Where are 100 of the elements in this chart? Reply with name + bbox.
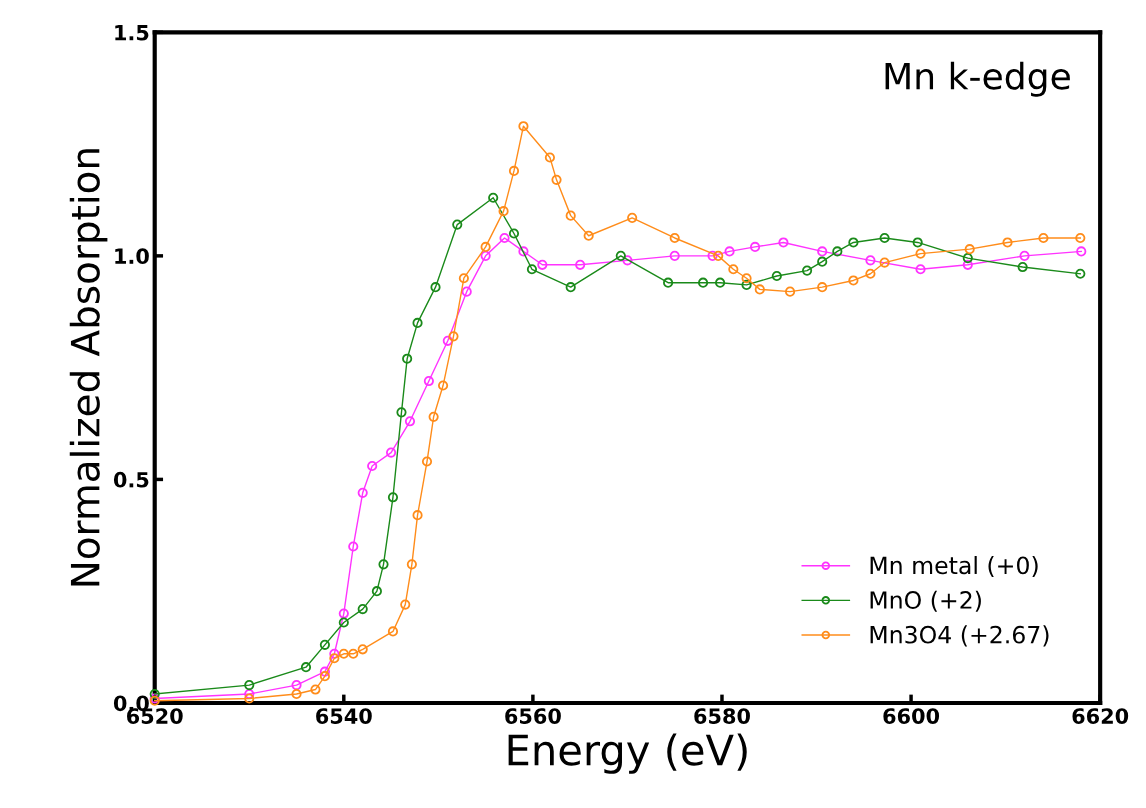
point [421, 456, 433, 467]
point [962, 253, 973, 264]
point [915, 248, 926, 259]
point [669, 250, 680, 261]
x-tick-label: 6560 [505, 708, 561, 724]
point [480, 241, 491, 252]
point [801, 265, 813, 276]
point [817, 256, 828, 267]
y-axis-title: Normalized Absorption [69, 149, 108, 586]
x-tick-label: 6600 [883, 708, 940, 724]
point [1075, 232, 1086, 244]
point [508, 228, 520, 239]
y-tick-label: 0.5 [113, 471, 149, 488]
point [357, 487, 368, 498]
point [458, 273, 469, 284]
point [697, 277, 709, 288]
point [1019, 250, 1030, 261]
point [412, 510, 423, 521]
point [348, 541, 359, 552]
point [499, 232, 510, 244]
point [817, 282, 828, 293]
point [848, 237, 859, 248]
point [291, 688, 302, 700]
point [448, 331, 459, 342]
point [879, 257, 890, 268]
point [371, 586, 382, 597]
point [412, 317, 423, 329]
x-axis-title: Energy (eV) [508, 733, 747, 774]
point [832, 246, 843, 257]
point [962, 259, 973, 270]
point [622, 255, 633, 266]
point [442, 335, 453, 346]
point [583, 230, 594, 241]
point [537, 259, 548, 270]
point [715, 277, 726, 288]
y-tick-label: 1.0 [115, 248, 149, 265]
legend-label: Mn metal (+0) [870, 556, 1038, 578]
point [452, 219, 463, 230]
point [741, 279, 752, 290]
point [713, 250, 724, 261]
legend-label: MnO (+2) [870, 590, 981, 612]
point [518, 121, 529, 132]
point [817, 246, 828, 257]
point [367, 460, 378, 472]
point [544, 152, 555, 163]
point [404, 416, 416, 427]
x-tick-label: 6620 [1072, 708, 1129, 724]
point [848, 275, 859, 286]
point [498, 206, 509, 217]
point [778, 237, 789, 248]
point [565, 282, 576, 293]
point [707, 250, 718, 261]
point [741, 273, 752, 284]
point [627, 212, 638, 223]
point [565, 210, 576, 221]
point [348, 648, 359, 659]
point [575, 259, 586, 270]
point [754, 284, 765, 295]
point [728, 264, 739, 275]
point [329, 648, 340, 659]
point [423, 375, 434, 387]
point [663, 277, 674, 288]
x-tick-label: 6540 [316, 708, 372, 724]
point [319, 639, 330, 650]
point [357, 644, 368, 655]
point [615, 250, 626, 261]
point [387, 626, 399, 637]
point [879, 232, 890, 244]
point [1076, 246, 1087, 257]
point [400, 599, 411, 610]
point [865, 255, 876, 266]
point [912, 237, 923, 248]
point [724, 246, 735, 257]
point [1038, 232, 1049, 244]
x-tick-label: 6580 [694, 708, 750, 724]
point [430, 282, 441, 293]
point [310, 684, 321, 695]
point [291, 680, 302, 691]
point [386, 447, 397, 458]
point [244, 693, 255, 704]
point [526, 264, 538, 275]
point [508, 165, 520, 176]
point [749, 241, 761, 252]
point [551, 174, 562, 185]
point [338, 648, 349, 659]
point [396, 407, 407, 418]
point [149, 688, 160, 700]
point [669, 232, 680, 244]
point [357, 603, 368, 615]
point [338, 617, 349, 628]
point [964, 244, 975, 255]
point [244, 680, 255, 691]
y-tick-label: 1.5 [115, 25, 149, 41]
annotation: Mn k-edge [885, 61, 1070, 97]
point [784, 286, 796, 297]
point [461, 286, 472, 297]
point [378, 559, 389, 570]
point [329, 653, 340, 664]
point [915, 264, 926, 275]
point [771, 270, 782, 282]
